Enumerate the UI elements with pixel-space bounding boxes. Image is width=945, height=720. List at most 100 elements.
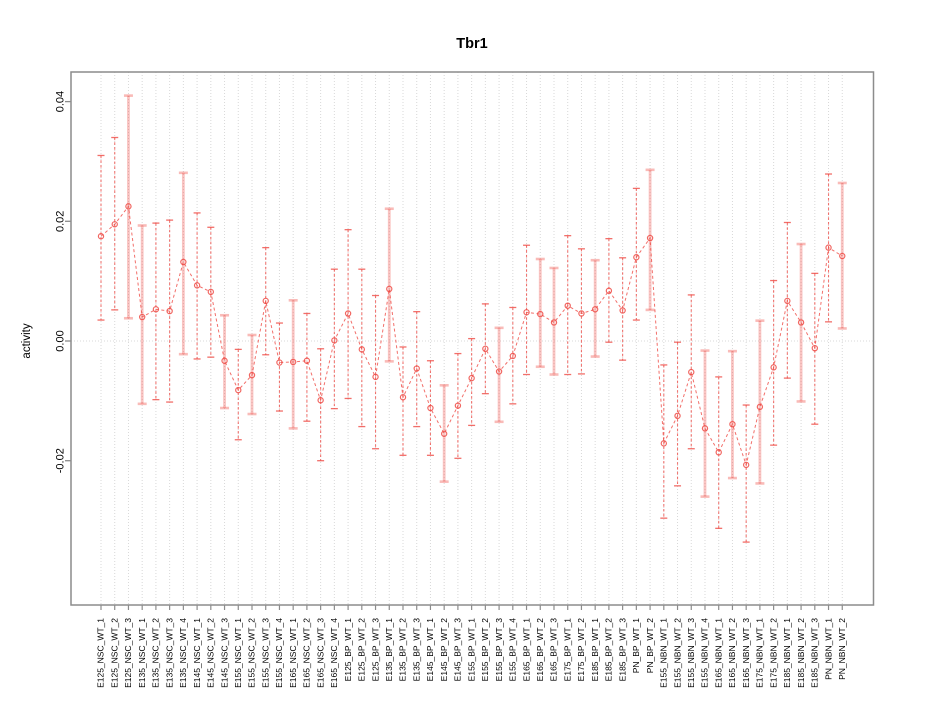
x-tick-label: E175_NBN_WT_1 <box>755 618 765 688</box>
x-tick-label: E155_NBN_WT_2 <box>672 618 682 688</box>
data-point <box>248 371 256 379</box>
x-tick-label: E185_BP_WT_1 <box>590 618 600 682</box>
error-bar <box>413 311 421 428</box>
x-tick-label: E155_BP_WT_4 <box>508 618 518 682</box>
data-point <box>811 344 819 352</box>
x-tick-label: E165_NBN_WT_2 <box>727 618 737 688</box>
data-point <box>523 309 530 316</box>
y-tick-label: 0.04 <box>55 91 67 112</box>
x-tick-label: E145_NSC_WT_1 <box>192 618 202 688</box>
data-point <box>729 420 736 428</box>
data-point <box>633 254 640 261</box>
x-tick-label: E185_NBN_WT_3 <box>810 618 820 688</box>
x-tick-label: E125_NSC_WT_1 <box>96 618 106 688</box>
data-point <box>138 313 146 321</box>
x-tick-label: E165_NSC_WT_1 <box>288 618 298 688</box>
axes-layer: 0.04 0.02 0.00 -0.02 E125_NSC_WT_1 E125_NSC_W… <box>55 71 875 688</box>
data-point <box>111 221 118 228</box>
x-tick-label: E155_NBN_WT_4 <box>700 618 710 688</box>
data-point <box>125 203 132 210</box>
data-point <box>468 374 475 382</box>
x-tick-label: E125_BP_WT_2 <box>357 618 367 682</box>
error-bar <box>166 219 174 403</box>
error-bar <box>317 348 325 462</box>
data-point <box>440 430 448 437</box>
error-bar <box>564 235 572 376</box>
error-bar <box>715 376 723 529</box>
data-point <box>509 352 517 360</box>
x-tick-label: E155_NSC_WT_3 <box>260 618 270 688</box>
data-point <box>660 440 668 447</box>
error-bar <box>727 349 737 480</box>
data-point <box>591 306 599 313</box>
error-bar <box>344 229 352 400</box>
data-point <box>797 319 805 326</box>
data-point <box>166 307 173 315</box>
y-tick-label: 0.02 <box>55 211 67 232</box>
error-bar <box>234 348 242 441</box>
data-point <box>372 373 379 381</box>
data-point <box>427 404 434 412</box>
x-tick-label: E165_BP_WT_1 <box>521 618 531 682</box>
data-point <box>564 302 571 309</box>
error-bar <box>439 383 449 483</box>
error-bar <box>358 268 366 428</box>
x-tick-label: E155_NBN_WT_1 <box>659 618 669 688</box>
data-point <box>276 359 283 366</box>
data-point <box>674 412 681 420</box>
error-bar <box>687 294 695 450</box>
data-point <box>221 357 228 364</box>
error-bar <box>632 187 640 321</box>
x-tick-label: E125_BP_WT_1 <box>343 618 353 682</box>
data-point <box>537 310 544 318</box>
x-tick-label: E145_NSC_WT_2 <box>206 618 216 688</box>
x-tick-label: E185_BP_WT_2 <box>604 618 614 682</box>
data-point <box>262 297 269 305</box>
x-tick-label: E155_NSC_WT_1 <box>233 618 243 688</box>
error-bar <box>426 360 434 456</box>
data-point <box>193 282 201 289</box>
data-point <box>646 234 654 242</box>
x-tick-label: E165_NBN_WT_3 <box>741 618 751 688</box>
x-tick-label: E175_NBN_WT_2 <box>768 618 778 688</box>
x-tick-label: E155_BP_WT_1 <box>466 618 476 682</box>
y-tick-label: 0.00 <box>55 330 67 351</box>
x-tick-label: E155_NBN_WT_3 <box>686 618 696 688</box>
x-tick-label: E185_NBN_WT_1 <box>782 618 792 688</box>
error-bar <box>275 322 283 412</box>
x-tick-label: E165_NSC_WT_3 <box>315 618 325 688</box>
x-tick-label: E125_NSC_WT_2 <box>109 618 119 688</box>
data-point <box>386 285 393 293</box>
data-point <box>839 252 846 260</box>
error-bar <box>811 272 819 425</box>
data-point <box>742 461 750 469</box>
x-tick-label: E165_NSC_WT_2 <box>302 618 312 688</box>
x-tick-label: E135_NSC_WT_4 <box>178 618 188 688</box>
data-point <box>454 402 462 409</box>
x-tick-label: E155_BP_WT_3 <box>494 618 504 682</box>
x-tick-label: PN_NBN_WT_1 <box>823 618 833 680</box>
error-bar <box>645 168 655 312</box>
data-point <box>317 397 324 404</box>
x-tick-label: PN_BP_WT_1 <box>631 618 641 674</box>
data-point <box>289 358 297 366</box>
x-tick-label: E145_BP_WT_3 <box>453 618 463 682</box>
data-point <box>413 365 420 372</box>
data-point <box>482 345 489 352</box>
error-bar <box>454 352 462 459</box>
data-point <box>784 297 791 305</box>
x-tick-label: E165_NBN_WT_1 <box>713 618 723 688</box>
plot-box <box>70 71 875 606</box>
error-bar <box>303 312 311 422</box>
data-point <box>550 319 558 326</box>
data-point <box>207 288 215 296</box>
data-point <box>152 306 160 313</box>
error-bar <box>619 257 627 361</box>
error-bar <box>700 349 710 498</box>
y-tick-label: -0.02 <box>55 448 67 473</box>
y-axis-label: activity <box>21 323 33 358</box>
data-points-layer <box>97 203 846 469</box>
error-bar <box>660 364 668 519</box>
